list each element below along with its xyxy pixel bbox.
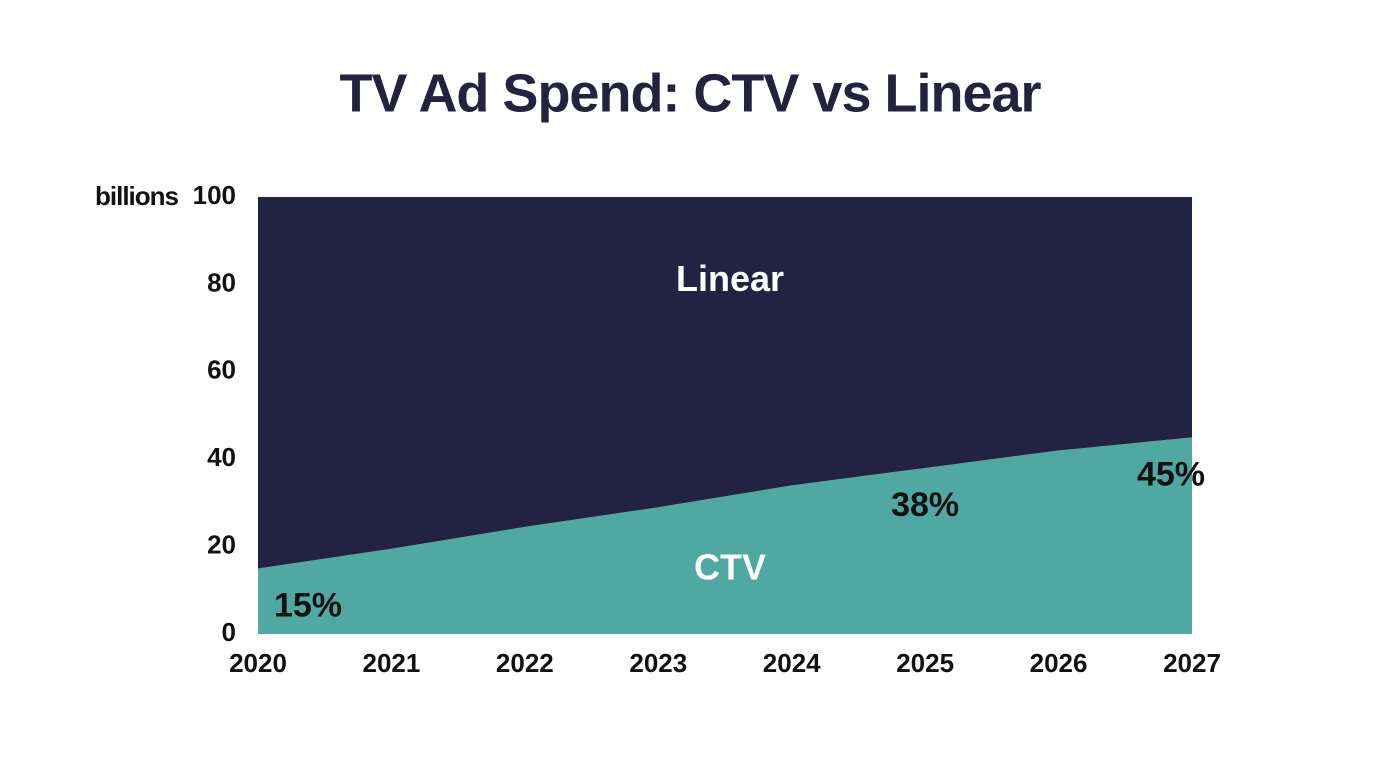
y-tick-label: 100: [193, 180, 236, 210]
x-tick-label: 2026: [1030, 648, 1088, 678]
y-tick-label: 60: [207, 355, 236, 385]
series-label: CTV: [694, 547, 766, 588]
chart-title: TV Ad Spend: CTV vs Linear: [339, 63, 1041, 123]
x-tick-label: 2022: [496, 648, 554, 678]
y-axis-label: billions: [95, 181, 179, 211]
x-tick-label: 2027: [1163, 648, 1221, 678]
x-tick-label: 2023: [629, 648, 687, 678]
area: [258, 197, 1192, 569]
x-tick-label: 2024: [763, 648, 821, 678]
y-tick-label: 20: [207, 529, 236, 559]
y-tick-label: 40: [207, 442, 236, 472]
y-tick-label: 80: [207, 267, 236, 297]
area: [258, 437, 1192, 634]
data-label: 15%: [274, 586, 342, 624]
series-label: Linear: [676, 258, 784, 299]
x-tick-label: 2025: [896, 648, 954, 678]
data-label: 45%: [1137, 455, 1205, 493]
x-tick-label: 2020: [229, 648, 287, 678]
y-tick-label: 0: [222, 617, 236, 647]
x-tick-label: 2021: [363, 648, 421, 678]
data-label: 38%: [891, 486, 959, 524]
